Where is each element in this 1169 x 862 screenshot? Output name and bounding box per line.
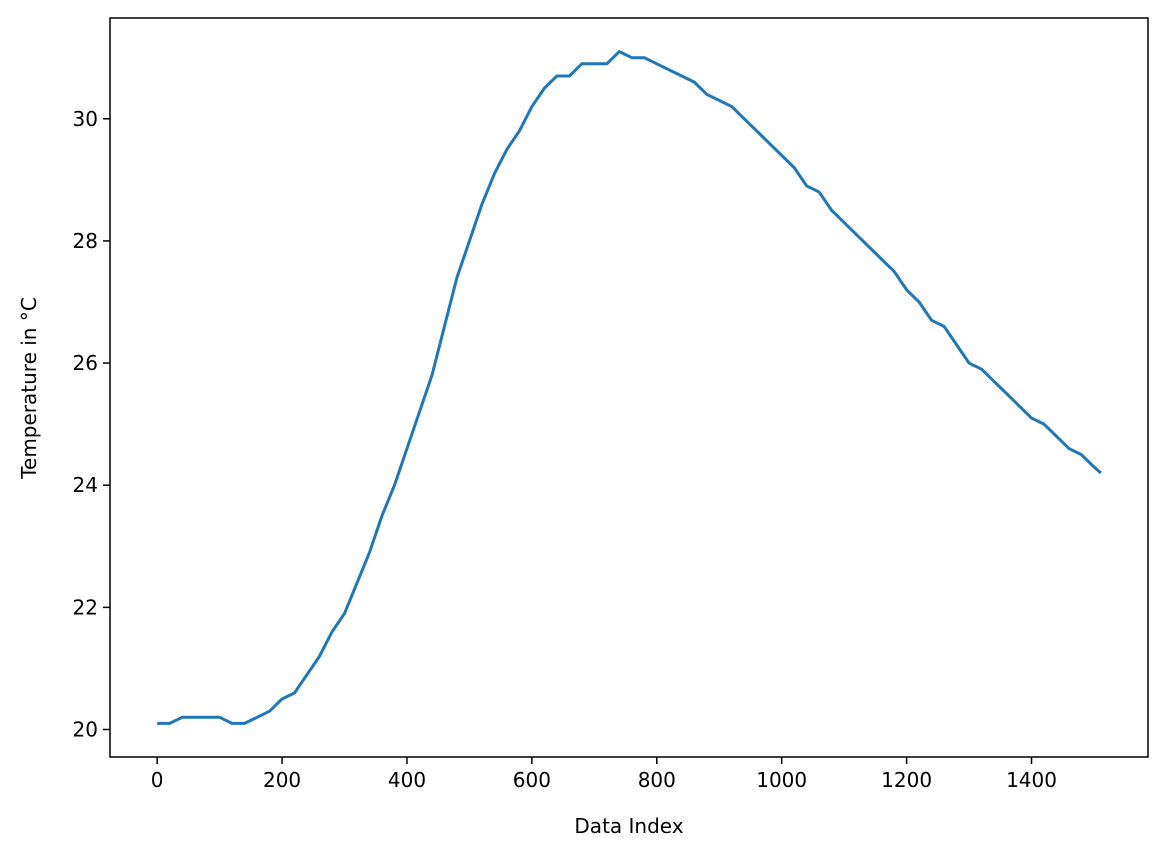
y-tick-label: 30 (73, 107, 98, 131)
x-tick-label: 1400 (1006, 768, 1057, 792)
x-tick-label: 800 (638, 768, 676, 792)
y-tick-label: 22 (73, 595, 98, 619)
y-tick-label: 24 (73, 473, 98, 497)
plot-frame (109, 17, 1149, 758)
x-tick-label: 200 (263, 768, 301, 792)
x-tick-label: 400 (388, 768, 426, 792)
y-tick-label: 28 (73, 229, 98, 253)
y-tick-label: 26 (73, 351, 98, 375)
data-line (157, 50, 1102, 725)
y-tick-label: 20 (73, 718, 98, 742)
y-axis-label: Temperature in °C (17, 297, 41, 480)
x-tick-label: 600 (513, 768, 551, 792)
x-tick-label: 1200 (881, 768, 932, 792)
x-tick-label: 1000 (756, 768, 807, 792)
x-axis-label: Data Index (574, 814, 683, 838)
x-tick-label: 0 (151, 768, 164, 792)
